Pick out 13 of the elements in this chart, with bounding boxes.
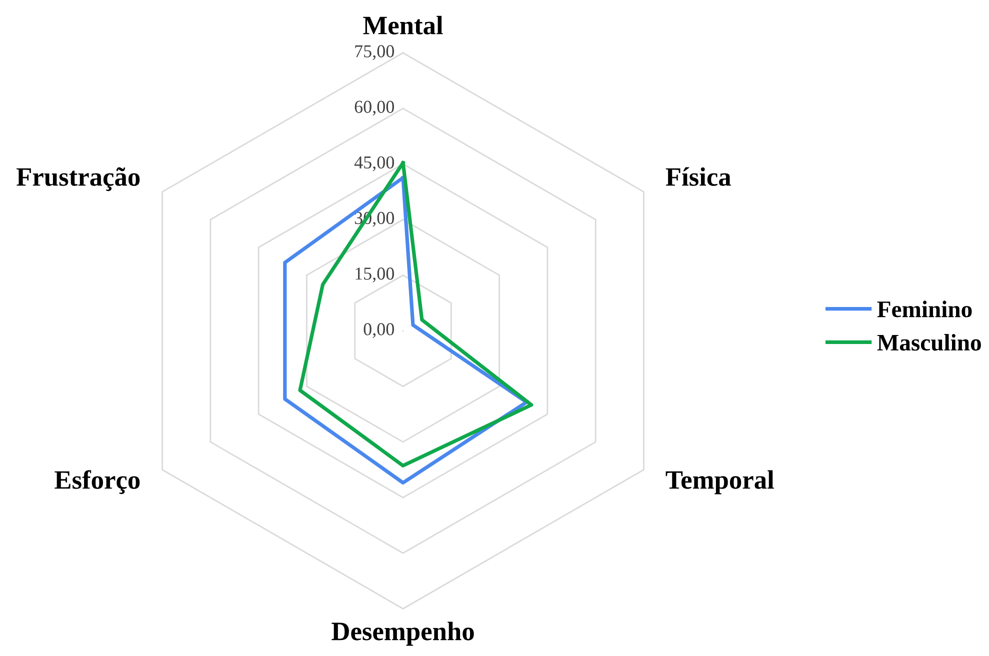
legend-label: Feminino bbox=[877, 300, 972, 318]
spoke-label: Desempenho bbox=[332, 622, 474, 646]
spoke-label: Física bbox=[666, 167, 731, 186]
y-tick-label: 75,00 bbox=[355, 45, 394, 60]
y-tick-label: 45,00 bbox=[354, 156, 394, 172]
y-tick-label: 15,00 bbox=[356, 268, 394, 282]
y-tick-label: 60,00 bbox=[354, 100, 394, 116]
spoke-label: Temporal bbox=[666, 470, 774, 494]
spoke-label: Mental bbox=[363, 16, 443, 34]
y-tick-label: 0,00 bbox=[364, 323, 394, 338]
legend-label: Masculino bbox=[877, 334, 981, 351]
spoke-label: Esforço bbox=[54, 470, 140, 494]
spoke-label: Frustração bbox=[16, 167, 140, 192]
